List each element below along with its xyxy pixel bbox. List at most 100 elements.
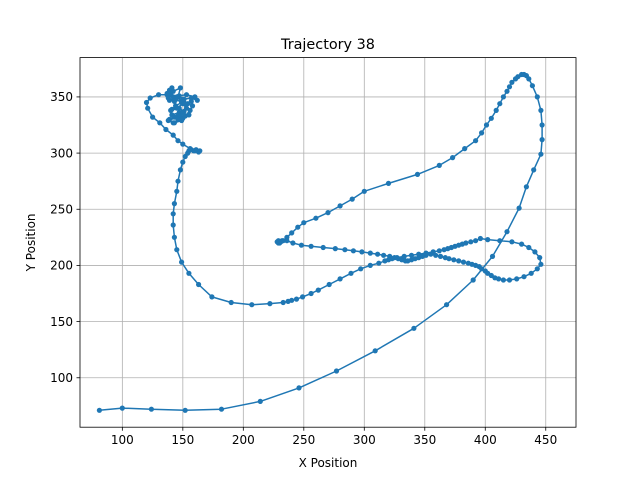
trajectory-point <box>175 138 181 144</box>
x-tick-label: 150 <box>171 433 194 447</box>
trajectory-point <box>526 244 532 251</box>
trajectory-point <box>157 120 163 126</box>
trajectory-point <box>497 101 503 107</box>
trajectory-point <box>181 96 187 102</box>
trajectory-point <box>165 95 171 101</box>
trajectory-point <box>451 257 457 263</box>
trajectory-point <box>301 220 307 226</box>
trajectory-point <box>436 248 442 254</box>
trajectory-point <box>539 137 545 143</box>
trajectory-point <box>460 259 467 265</box>
trajectory-point <box>313 215 319 221</box>
y-axis-label: Y Position <box>24 213 38 272</box>
trajectory-point <box>186 270 192 276</box>
trajectory-point <box>342 247 348 253</box>
trajectory-point <box>348 270 354 276</box>
trajectory-point <box>493 107 499 113</box>
trajectory-point <box>194 97 200 103</box>
trajectory-point <box>176 105 182 111</box>
trajectory-point <box>462 146 468 152</box>
trajectory-point <box>423 250 429 256</box>
trajectory-point <box>538 107 544 113</box>
trajectory-point <box>506 277 513 283</box>
trajectory-point <box>483 122 490 128</box>
x-tick-label: 450 <box>534 433 557 447</box>
trajectory-point <box>514 276 520 282</box>
trajectory-point <box>320 244 326 251</box>
trajectory-point <box>437 253 444 259</box>
trajectory-point <box>188 95 194 101</box>
trajectory-point <box>337 203 343 209</box>
trajectory-point <box>156 92 162 98</box>
trajectory-point <box>165 117 171 124</box>
trajectory-point <box>182 113 188 119</box>
trajectory-point <box>275 238 281 244</box>
trajectory-point <box>148 406 154 412</box>
trajectory-point <box>367 262 373 268</box>
trajectory-point <box>179 259 185 265</box>
trajectory-point <box>367 250 373 256</box>
trajectory-point <box>187 146 193 152</box>
trajectory-point <box>436 162 442 168</box>
trajectory-point <box>290 240 296 246</box>
trajectory-point <box>298 242 304 248</box>
trajectory-point <box>174 247 180 253</box>
trajectory-point <box>497 238 503 244</box>
trajectory-point <box>500 277 506 283</box>
trajectory-point <box>296 385 302 391</box>
trajectory-point <box>537 255 543 261</box>
trajectory-point <box>145 105 151 111</box>
trajectory-point <box>477 235 483 242</box>
trajectory-point <box>538 261 544 267</box>
trajectory-point <box>529 83 536 89</box>
trajectory-point <box>249 302 255 308</box>
trajectory-point <box>171 234 177 240</box>
grid-lines <box>80 57 576 428</box>
trajectory-point <box>192 148 198 154</box>
trajectory-point <box>293 296 300 302</box>
trajectory-point <box>496 276 502 282</box>
trajectory-point <box>528 270 534 276</box>
trajectory-point <box>189 103 196 109</box>
trajectory-point <box>372 348 378 354</box>
trajectory-point <box>470 277 476 283</box>
trajectory-point <box>358 266 364 272</box>
trajectory-point <box>523 184 530 190</box>
trajectory-point <box>509 239 515 245</box>
x-tick-label: 400 <box>474 433 497 447</box>
x-tick-label: 250 <box>292 433 315 447</box>
trajectory-point <box>485 237 491 243</box>
x-axis-label: X Position <box>299 456 358 470</box>
trajectory-point <box>187 107 193 113</box>
trajectory-point <box>168 107 174 113</box>
trajectory-point <box>430 249 436 255</box>
trajectory-point <box>218 406 225 412</box>
axis-ticks: 100 150 200 250 300 350 400 450 100 150 200 250 300 3… <box>50 90 557 447</box>
trajectory-point <box>308 290 314 297</box>
trajectory-point <box>408 252 415 258</box>
trajectory-point <box>359 249 365 255</box>
trajectory-point <box>171 201 177 207</box>
trajectory-point <box>170 222 176 228</box>
trajectory-point <box>279 238 285 244</box>
trajectory-point <box>170 211 176 217</box>
y-tick-label: 300 <box>50 146 73 160</box>
trajectory-point <box>308 243 314 249</box>
trajectory-point <box>488 115 494 121</box>
trajectory-point <box>479 130 485 136</box>
trajectory-point <box>446 256 452 262</box>
trajectory-point <box>381 252 387 258</box>
trajectory-point <box>150 114 156 120</box>
x-tick-label: 100 <box>111 433 134 447</box>
trajectory-point <box>473 238 479 244</box>
y-tick-label: 350 <box>50 90 73 104</box>
trajectory-point <box>509 79 515 85</box>
axes-frame <box>79 57 577 428</box>
x-tick-label: 300 <box>353 433 376 447</box>
trajectory-point <box>333 368 340 374</box>
trajectory-point <box>174 188 180 194</box>
trajectory-point <box>401 253 407 259</box>
trajectory-point <box>183 92 190 98</box>
y-tick-label: 200 <box>50 259 73 273</box>
